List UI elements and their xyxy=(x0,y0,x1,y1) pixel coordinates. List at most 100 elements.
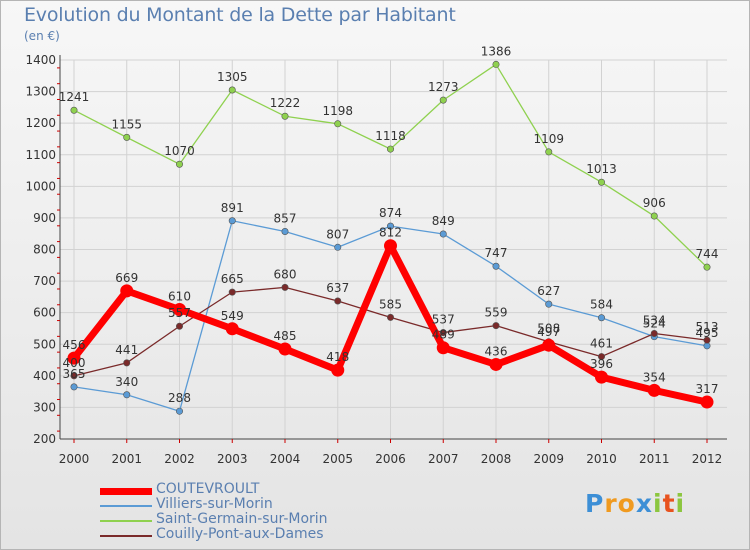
x-tick-label: 2008 xyxy=(481,452,512,466)
data-label: 400 xyxy=(63,356,86,370)
data-point xyxy=(334,243,342,251)
logo-letter: o xyxy=(617,489,636,518)
data-point xyxy=(647,383,661,397)
data-point xyxy=(384,239,397,253)
legend-item: Saint-Germain-sur-Morin xyxy=(100,511,420,528)
data-point xyxy=(123,133,131,141)
logo-letter: i xyxy=(653,489,663,518)
y-tick-label: 300 xyxy=(33,400,56,414)
y-tick-label: 1400 xyxy=(25,53,56,67)
x-tick-label: 2007 xyxy=(428,452,459,466)
x-tick-label: 2011 xyxy=(639,452,670,466)
data-point xyxy=(436,341,450,355)
data-label: 1305 xyxy=(217,70,248,84)
data-point xyxy=(386,145,394,153)
data-label: 1109 xyxy=(533,132,564,146)
data-point xyxy=(70,383,78,391)
data-label: 1013 xyxy=(586,162,617,176)
data-label: 1273 xyxy=(428,80,459,94)
data-label: 513 xyxy=(696,320,719,334)
legend-swatch xyxy=(100,535,152,537)
x-tick-label: 2009 xyxy=(533,452,564,466)
data-point xyxy=(281,227,289,235)
data-point xyxy=(650,212,658,220)
x-tick-label: 2003 xyxy=(217,452,248,466)
data-label: 585 xyxy=(379,297,402,311)
data-label: 489 xyxy=(432,328,455,342)
y-tick-label: 1000 xyxy=(25,179,56,193)
y-tick-label: 800 xyxy=(33,243,56,257)
axes: 200 300 400 500 600 700 800 900 1000 1100 1200 1300… xyxy=(25,53,727,466)
data-label: 637 xyxy=(326,281,349,295)
y-tick-label: 1200 xyxy=(25,116,56,130)
data-label: 524 xyxy=(643,317,666,331)
data-point xyxy=(700,395,714,409)
x-tick-label: 2002 xyxy=(164,452,195,466)
legend-swatch xyxy=(100,520,152,522)
legend: COUTEVROULT Villiers-sur-Morin Saint-Germa… xyxy=(100,481,420,543)
data-point xyxy=(545,300,553,308)
legend-swatch xyxy=(100,487,152,495)
data-label: 584 xyxy=(590,298,613,312)
data-label: 537 xyxy=(432,313,455,327)
logo-letter: r xyxy=(604,489,618,518)
data-label: 461 xyxy=(590,337,613,351)
data-point xyxy=(492,322,500,330)
data-point xyxy=(386,313,394,321)
data-label: 906 xyxy=(643,196,666,210)
grid-lines xyxy=(60,59,727,440)
data-label: 891 xyxy=(221,201,244,215)
legend-item: Villiers-sur-Morin xyxy=(100,496,420,513)
data-label: 874 xyxy=(379,206,402,220)
data-point xyxy=(595,370,608,384)
proxiti-logo: Proxiti xyxy=(585,489,685,518)
data-label: 456 xyxy=(63,338,86,352)
y-tick-label: 500 xyxy=(33,337,56,351)
y-tick-label: 400 xyxy=(33,369,56,383)
x-tick-label: 2010 xyxy=(586,452,617,466)
data-point xyxy=(650,330,658,338)
data-point xyxy=(331,363,345,377)
data-point xyxy=(334,297,342,305)
logo-letter: x xyxy=(635,489,653,518)
data-point xyxy=(703,336,711,344)
legend-item: Couilly-Pont-aux-Dames xyxy=(100,526,420,543)
data-labels: 456 669 610 549 485 418 812 489 436 497 396 354 317 3… xyxy=(59,44,719,405)
data-label: 857 xyxy=(274,211,297,225)
data-label: 665 xyxy=(221,272,244,286)
data-point xyxy=(225,322,239,336)
data-point xyxy=(228,217,236,225)
data-label: 418 xyxy=(326,350,349,364)
y-tick-label: 700 xyxy=(33,274,56,288)
data-label: 340 xyxy=(115,375,138,389)
x-tick-label: 2012 xyxy=(692,452,723,466)
x-tick-label: 2001 xyxy=(111,452,142,466)
data-label: 610 xyxy=(168,290,191,304)
data-point xyxy=(492,262,500,270)
data-point xyxy=(439,329,447,337)
data-label: 497 xyxy=(537,325,560,339)
data-point xyxy=(70,372,78,380)
data-point xyxy=(228,86,236,94)
y-tick-label: 900 xyxy=(33,211,56,225)
data-label: 317 xyxy=(696,382,719,396)
series-lines xyxy=(67,60,714,415)
data-label: 288 xyxy=(168,391,191,405)
legend-label: Saint-Germain-sur-Morin xyxy=(156,511,328,527)
data-label: 807 xyxy=(326,227,349,241)
legend-item: COUTEVROULT xyxy=(100,481,420,498)
data-point xyxy=(334,120,342,128)
y-tick-label: 1300 xyxy=(25,85,56,99)
legend-label: Couilly-Pont-aux-Dames xyxy=(156,526,324,542)
data-label: 1155 xyxy=(111,117,142,131)
logo-letter: P xyxy=(585,489,605,518)
data-point xyxy=(703,263,711,271)
data-label: 436 xyxy=(485,344,508,358)
data-point xyxy=(176,407,184,415)
data-point xyxy=(489,357,503,371)
data-point xyxy=(545,148,553,156)
data-label: 365 xyxy=(63,367,86,381)
data-point xyxy=(281,112,289,120)
data-label: 1070 xyxy=(164,144,195,158)
chart-subtitle: (en €) xyxy=(24,29,60,43)
